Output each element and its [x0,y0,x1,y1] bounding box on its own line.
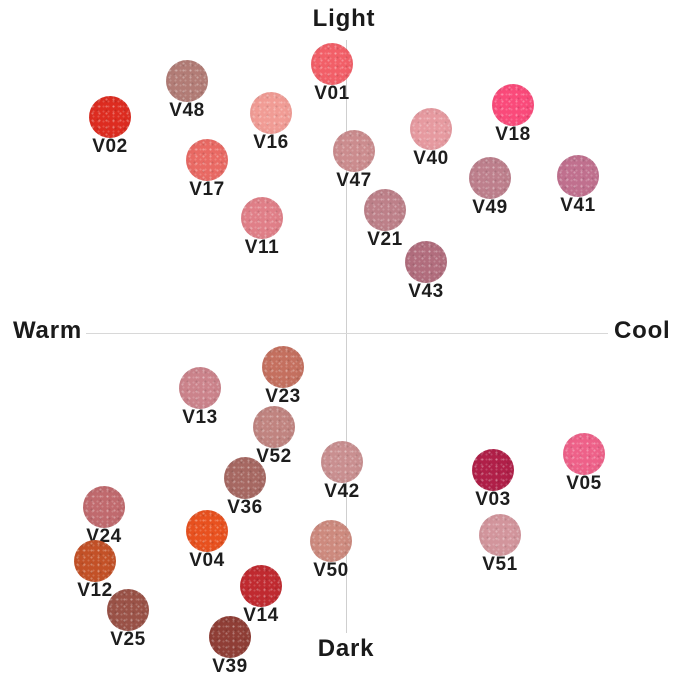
shade-label: V50 [313,560,349,581]
shade-swatch-v21 [364,189,406,231]
shade-swatch-v42 [321,441,363,483]
shade-point-v02: V02 [89,96,131,157]
shade-label: V40 [413,148,449,169]
shade-point-v36: V36 [224,457,266,518]
shade-swatch-v24 [83,486,125,528]
shade-swatch-v04 [186,510,228,552]
shade-label: V39 [212,656,248,677]
shade-point-v51: V51 [479,514,521,575]
shade-label: V12 [77,580,113,601]
shade-point-v11: V11 [241,197,283,258]
shade-swatch-v03 [472,449,514,491]
shade-point-v01: V01 [311,43,353,104]
shade-label: V47 [336,170,372,191]
shade-swatch-v25 [107,589,149,631]
axis-label-dark: Dark [317,635,375,662]
shade-point-v25: V25 [107,589,149,650]
shade-label: V36 [227,497,263,518]
shade-point-v39: V39 [209,616,251,677]
axis-label-light: Light [312,5,376,32]
shade-label: V11 [244,237,280,258]
shade-label: V52 [256,446,292,467]
shade-point-v03: V03 [472,449,514,510]
shade-point-v42: V42 [321,441,363,502]
shade-swatch-v47 [333,130,375,172]
shade-label: V43 [408,281,444,302]
shade-label: V16 [253,132,289,153]
shade-label: V23 [265,386,301,407]
shade-point-v50: V50 [310,520,352,581]
shade-label: V41 [560,195,596,216]
shade-swatch-v40 [410,108,452,150]
shade-point-v04: V04 [186,510,228,571]
shade-label: V02 [92,136,128,157]
shade-swatch-v05 [563,433,605,475]
shade-swatch-v02 [89,96,131,138]
shade-point-v21: V21 [364,189,406,250]
shade-point-v48: V48 [166,60,208,121]
shade-point-v14: V14 [240,565,282,626]
shade-label: V17 [189,179,225,200]
shade-swatch-v48 [166,60,208,102]
shade-point-v13: V13 [179,367,221,428]
shade-point-v12: V12 [74,540,116,601]
axis-label-cool: Cool [614,317,671,344]
y-axis-line [346,40,347,633]
shade-point-v41: V41 [557,155,599,216]
shade-label: V05 [566,473,602,494]
shade-label: V49 [472,197,508,218]
shade-point-v43: V43 [405,241,447,302]
shade-swatch-v36 [224,457,266,499]
shade-label: V14 [243,605,279,626]
shade-point-v17: V17 [186,139,228,200]
shade-label: V03 [475,489,511,510]
shade-swatch-v14 [240,565,282,607]
shade-swatch-v50 [310,520,352,562]
shade-label: V51 [482,554,518,575]
shade-swatch-v13 [179,367,221,409]
shade-point-v16: V16 [250,92,292,153]
shade-point-v23: V23 [262,346,304,407]
shade-swatch-v18 [492,84,534,126]
shade-label: V01 [314,83,350,104]
shade-swatch-v23 [262,346,304,388]
shade-swatch-v16 [250,92,292,134]
shade-label: V48 [169,100,205,121]
shade-swatch-v43 [405,241,447,283]
shade-point-v49: V49 [469,157,511,218]
shade-point-v18: V18 [492,84,534,145]
shade-swatch-v39 [209,616,251,658]
shade-swatch-v12 [74,540,116,582]
shade-swatch-v49 [469,157,511,199]
shade-label: V18 [495,124,531,145]
shade-label: V21 [367,229,403,250]
shade-label: V13 [182,407,218,428]
shade-swatch-v52 [253,406,295,448]
shade-label: V25 [110,629,146,650]
shade-swatch-v11 [241,197,283,239]
shade-label: V42 [324,481,360,502]
shade-point-v05: V05 [563,433,605,494]
shade-swatch-v41 [557,155,599,197]
shade-swatch-v01 [311,43,353,85]
shade-label: V04 [189,550,225,571]
shade-swatch-v51 [479,514,521,556]
shade-point-v52: V52 [253,406,295,467]
shade-swatch-v17 [186,139,228,181]
shade-point-v47: V47 [333,130,375,191]
axis-label-warm: Warm [13,317,82,344]
shade-point-v40: V40 [410,108,452,169]
x-axis-line [86,333,608,334]
shade-point-v24: V24 [83,486,125,547]
